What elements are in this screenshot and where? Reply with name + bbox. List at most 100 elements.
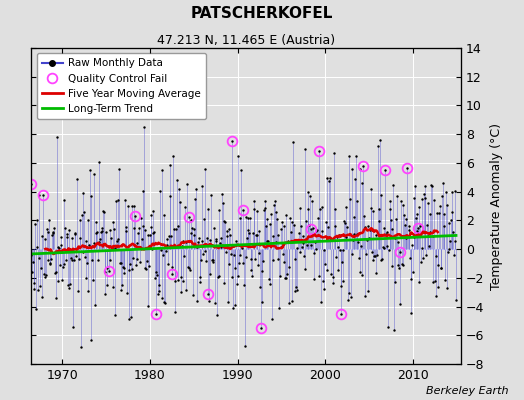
Point [277, 244, 286, 250]
Point [64, 282, 72, 288]
Point [213, 312, 221, 319]
Point [320, 246, 329, 253]
Point [131, 213, 139, 219]
Point [103, 264, 112, 271]
Point [52, 269, 60, 276]
Point [250, 198, 258, 204]
Point [444, 246, 453, 252]
Point [266, 221, 274, 228]
Point [293, 286, 302, 293]
Point [27, 180, 35, 187]
Point [305, 193, 314, 199]
Point [145, 263, 154, 270]
Point [211, 235, 220, 242]
Point [395, 265, 403, 272]
Point [359, 162, 367, 169]
Point [355, 255, 363, 262]
Point [437, 264, 445, 271]
Point [116, 287, 125, 293]
Point [129, 254, 137, 261]
Point [217, 244, 226, 250]
Point [339, 246, 347, 253]
Point [48, 232, 56, 238]
Point [292, 245, 301, 251]
Point [55, 245, 63, 251]
Point [357, 242, 365, 249]
Point [53, 244, 62, 250]
Point [179, 278, 187, 284]
Point [373, 252, 381, 258]
Point [421, 194, 430, 201]
Point [155, 288, 163, 294]
Point [184, 214, 193, 220]
Point [53, 133, 61, 140]
Point [209, 259, 217, 265]
Point [173, 277, 182, 283]
Point [283, 238, 292, 245]
Point [25, 195, 34, 202]
Point [238, 244, 246, 251]
Point [179, 238, 188, 245]
Point [214, 273, 223, 279]
Point [309, 225, 317, 232]
Point [83, 260, 91, 266]
Point [211, 300, 219, 306]
Point [377, 256, 385, 263]
Point [42, 226, 51, 232]
Point [377, 192, 386, 198]
Point [95, 159, 104, 165]
Point [390, 234, 399, 241]
Point [153, 272, 161, 278]
Point [134, 230, 143, 236]
Point [234, 272, 243, 279]
Point [101, 291, 110, 298]
Point [307, 242, 315, 248]
Point [285, 264, 293, 270]
Point [257, 325, 265, 331]
Point [411, 183, 419, 189]
Point [231, 301, 239, 308]
Point [100, 269, 108, 275]
Point [314, 215, 322, 221]
Point [253, 208, 261, 215]
Point [80, 208, 88, 215]
Point [388, 262, 397, 269]
Point [444, 249, 452, 256]
Point [229, 304, 237, 311]
Point [433, 284, 442, 290]
Point [132, 262, 140, 268]
Point [105, 268, 113, 274]
Point [447, 189, 456, 195]
Point [294, 229, 303, 236]
Point [405, 223, 413, 229]
Point [366, 227, 374, 233]
Point [170, 309, 179, 315]
Point [87, 192, 95, 199]
Legend: Raw Monthly Data, Quality Control Fail, Five Year Moving Average, Long-Term Tren: Raw Monthly Data, Quality Control Fail, … [37, 53, 206, 119]
Point [436, 265, 445, 272]
Point [166, 162, 174, 168]
Point [420, 183, 429, 189]
Point [221, 218, 230, 225]
Point [223, 233, 232, 239]
Point [364, 222, 373, 229]
Point [405, 227, 413, 234]
Point [31, 306, 40, 312]
Point [397, 198, 406, 204]
Point [259, 206, 268, 213]
Point [135, 225, 143, 231]
Point [312, 246, 321, 252]
Point [351, 176, 359, 182]
Point [85, 242, 93, 248]
Point [135, 259, 144, 265]
Point [113, 238, 121, 244]
Point [283, 271, 291, 277]
Point [112, 198, 121, 205]
Point [318, 204, 326, 210]
Point [34, 287, 42, 294]
Point [232, 238, 240, 244]
Point [259, 258, 267, 264]
Point [333, 244, 342, 250]
Point [93, 228, 102, 235]
Point [227, 251, 235, 258]
